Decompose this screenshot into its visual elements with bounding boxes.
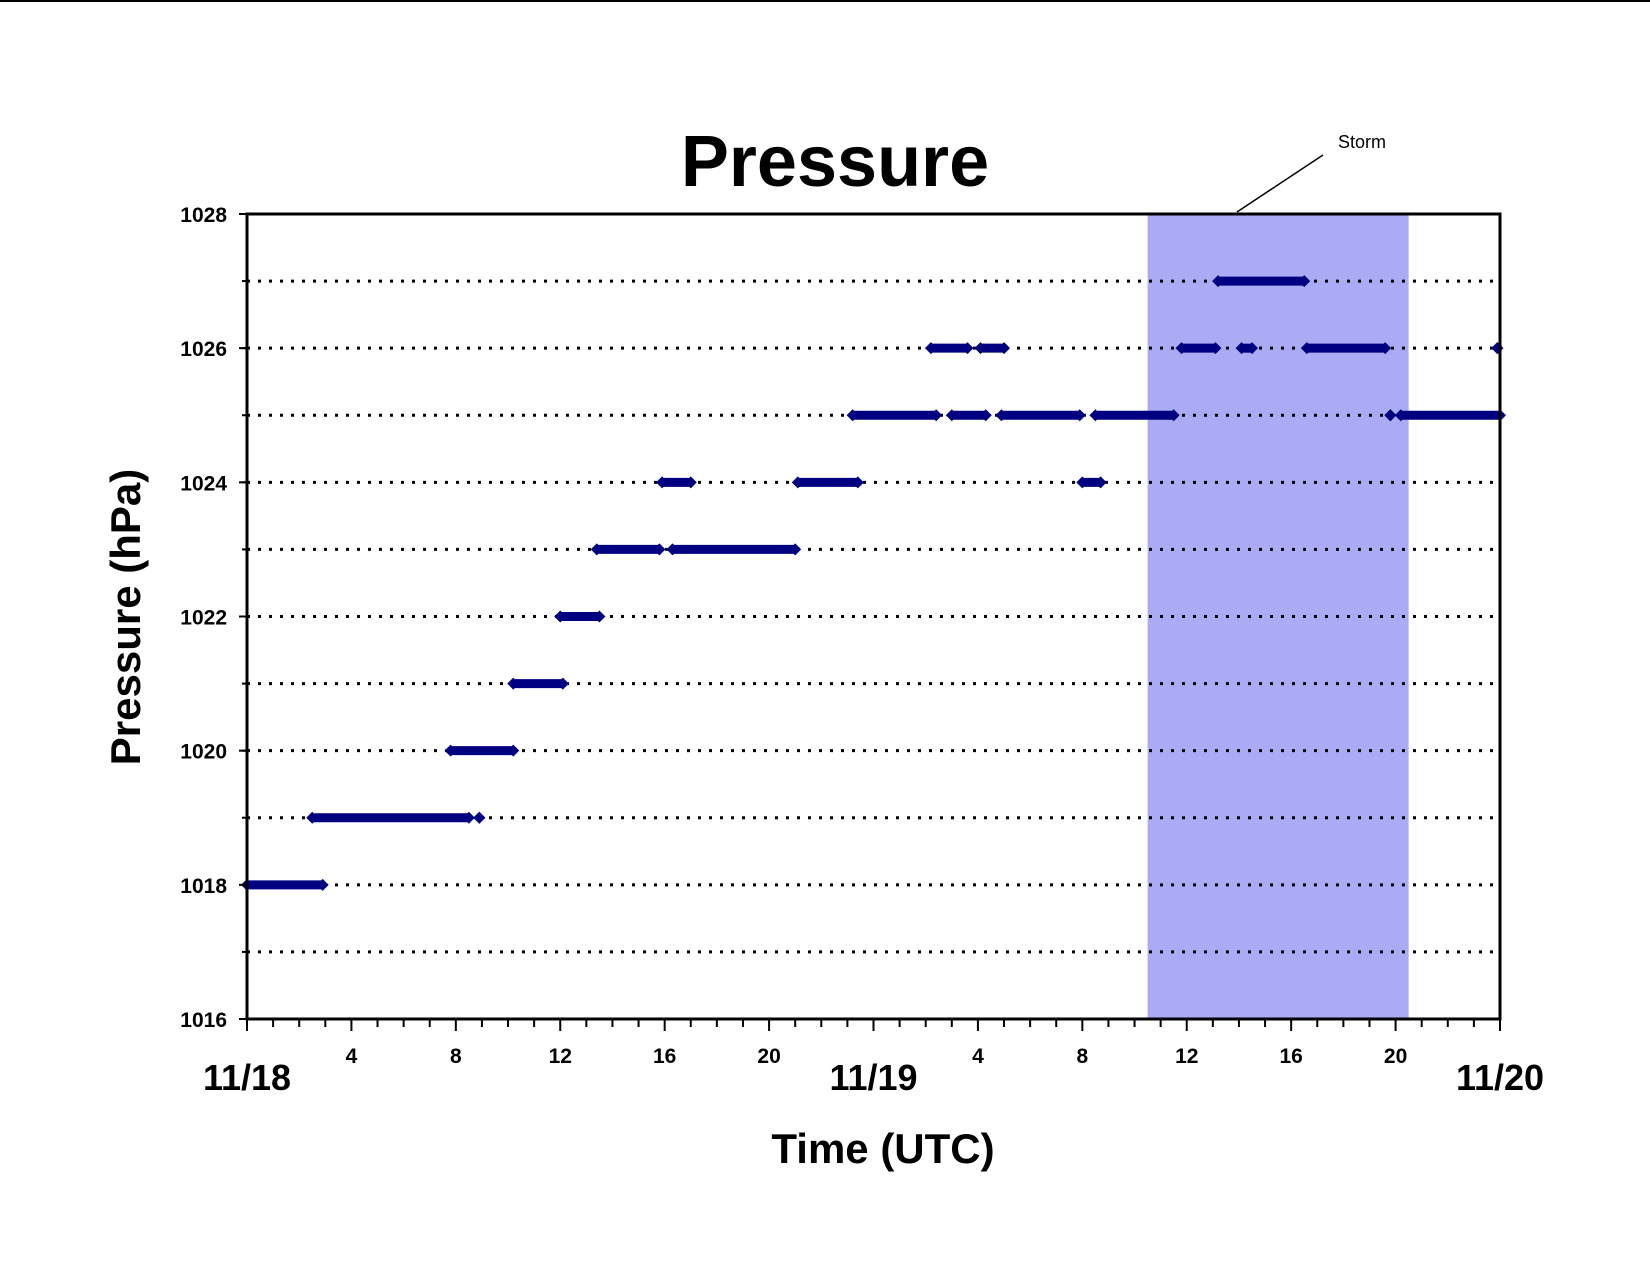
data-point [507,744,520,757]
data-point [998,342,1011,355]
x-tick-label: 20 [757,1045,780,1068]
data-point [1209,342,1222,355]
data-point [1384,409,1397,422]
data-point [979,409,992,422]
data-point [995,409,1008,422]
top-border-line [0,0,1650,2]
data-point [306,811,319,824]
x-date-label: 11/20 [1456,1057,1544,1098]
x-tick-label: 4 [346,1045,358,1068]
data-point [1076,476,1089,489]
y-tick-label: 1028 [180,204,227,227]
data-point [1394,409,1407,422]
data-point [507,677,520,690]
x-tick-label: 8 [1076,1045,1088,1068]
x-tick-label: 16 [1279,1045,1302,1068]
data-point [1235,342,1248,355]
data-point [1089,409,1102,422]
data-point [974,342,987,355]
x-date-label: 11/19 [829,1057,917,1098]
data-point [961,342,974,355]
data-point [444,744,457,757]
data-point [666,543,679,556]
data-point [1300,342,1313,355]
data-point [1298,275,1311,288]
data-point [945,409,958,422]
data-point [1094,476,1107,489]
data-point [473,811,486,824]
data-point [851,476,864,489]
data-point [1212,275,1225,288]
x-tick-label: 12 [549,1045,572,1068]
storm-annotation-label: Storm [1338,132,1386,152]
x-tick-label: 16 [653,1045,676,1068]
x-tick-label: 12 [1175,1045,1198,1068]
y-tick-label: 1022 [180,607,227,630]
data-point [556,677,569,690]
data-point [554,610,567,623]
data-point [1175,342,1188,355]
data-point [846,409,859,422]
x-axis-title: Time (UTC) [771,1125,994,1172]
x-tick-label: 20 [1384,1045,1407,1068]
data-point [590,543,603,556]
data-point [656,476,669,489]
data-point [1246,342,1259,355]
data-point [462,811,475,824]
data-point [316,878,329,891]
data-point [684,476,697,489]
data-point [924,342,937,355]
x-tick-label: 8 [450,1045,462,1068]
y-tick-label: 1018 [180,875,227,898]
data-point [1379,342,1392,355]
y-tick-label: 1016 [180,1009,227,1032]
x-tick-label: 4 [972,1045,984,1068]
y-tick-label: 1024 [180,472,227,495]
data-point [593,610,606,623]
data-point [653,543,666,556]
data-point [1167,409,1180,422]
x-date-label: 11/18 [203,1057,291,1098]
data-point [1491,342,1504,355]
data-point [1073,409,1086,422]
storm-leader-line [1236,154,1324,213]
data-point [789,543,802,556]
y-tick-label: 1020 [180,741,227,764]
data-point [791,476,804,489]
data-point [930,409,943,422]
y-tick-label: 1026 [180,338,227,361]
chart-title: Pressure [681,122,989,202]
y-axis-title: Pressure (hPa) [102,469,149,765]
